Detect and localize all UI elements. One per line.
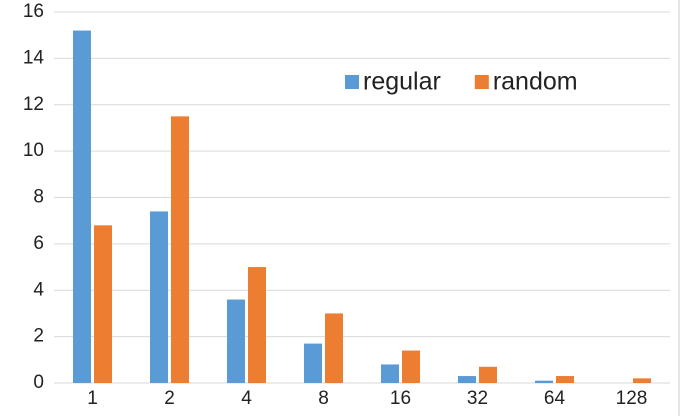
bar — [381, 364, 399, 383]
bar — [73, 30, 91, 384]
x-tick-label: 4 — [241, 388, 252, 409]
y-tick-label: 4 — [33, 279, 44, 300]
y-tick-label: 10 — [23, 140, 44, 161]
bar — [94, 225, 112, 383]
x-tick-label: 64 — [544, 388, 566, 409]
bar — [304, 343, 322, 383]
legend-swatch — [345, 75, 359, 89]
x-tick-label: 8 — [318, 388, 329, 409]
bar — [556, 376, 574, 383]
bar — [325, 313, 343, 383]
y-tick-label: 16 — [23, 1, 44, 22]
bar — [402, 350, 420, 383]
legend: regular random — [345, 68, 578, 96]
x-tick-label: 32 — [467, 388, 488, 409]
x-tick-label: 16 — [390, 388, 411, 409]
bar — [171, 116, 189, 383]
legend-label: random — [493, 68, 578, 96]
bar — [248, 267, 266, 383]
bar — [633, 378, 651, 383]
y-tick-label: 2 — [33, 326, 44, 347]
bar — [150, 211, 168, 383]
x-tick-label: 128 — [616, 388, 648, 409]
legend-label: regular — [363, 68, 441, 96]
y-tick-label: 14 — [23, 47, 45, 68]
x-tick-label: 2 — [164, 388, 175, 409]
y-tick-label: 12 — [23, 94, 44, 115]
bar — [227, 299, 245, 383]
legend-swatch — [474, 75, 489, 89]
y-tick-label: 8 — [33, 187, 44, 208]
bar — [479, 366, 497, 383]
y-tick-label: 0 — [33, 372, 44, 393]
bar — [458, 376, 476, 383]
x-tick-label: 1 — [87, 388, 98, 409]
bar — [535, 380, 553, 383]
y-tick-label: 6 — [33, 233, 44, 254]
